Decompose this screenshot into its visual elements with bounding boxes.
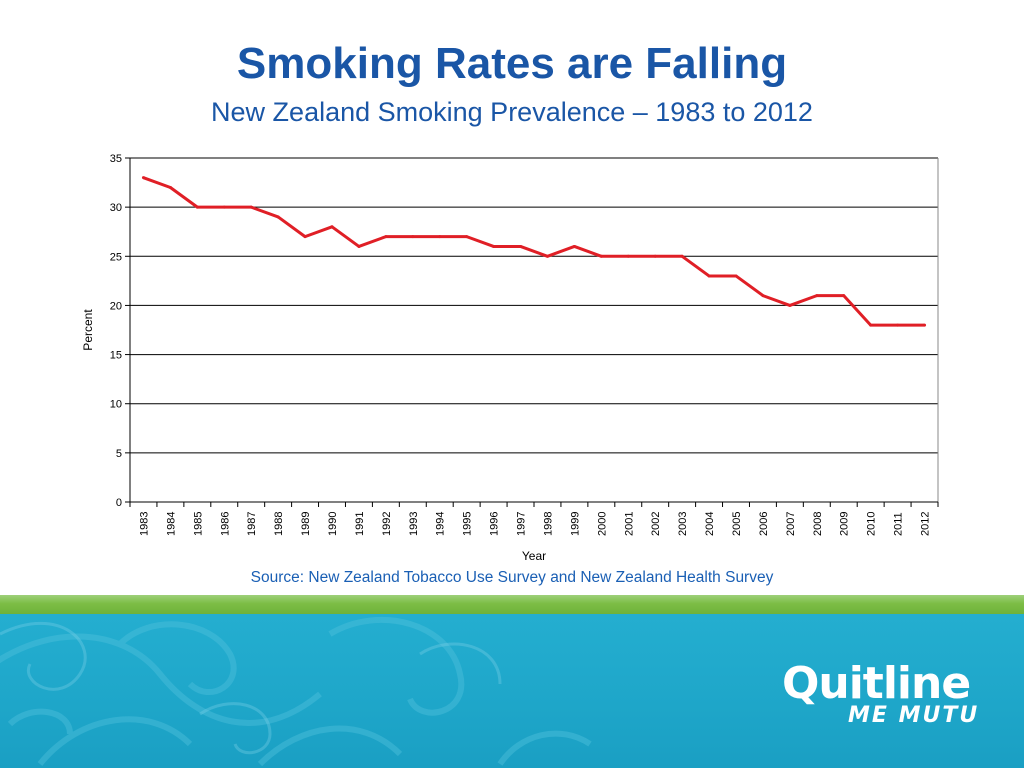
data-point: [680, 254, 684, 258]
data-point: [734, 274, 738, 278]
x-tick-label: 1985: [192, 512, 204, 536]
x-tick-label: 1983: [138, 512, 150, 536]
y-tick-label: 5: [116, 448, 122, 460]
data-point: [519, 244, 523, 248]
y-tick-label: 25: [110, 251, 122, 263]
data-point: [815, 294, 819, 298]
y-tick-label: 0: [116, 497, 122, 509]
y-tick-label: 15: [110, 350, 122, 362]
data-point: [141, 176, 145, 180]
data-point: [384, 235, 388, 239]
data-point: [195, 205, 199, 209]
data-point: [626, 254, 630, 258]
data-point: [842, 294, 846, 298]
data-point: [492, 244, 496, 248]
data-point: [923, 323, 927, 327]
data-point: [357, 244, 361, 248]
series-layer: [141, 176, 927, 327]
x-tick-label: 1995: [462, 512, 474, 536]
data-point: [869, 323, 873, 327]
x-tick-label: 2009: [839, 512, 851, 536]
x-tick-label: 2002: [650, 512, 662, 536]
quitline-logo: Quitline ME MUTU: [782, 660, 982, 740]
data-point: [411, 235, 415, 239]
x-tick-label: 1984: [165, 512, 177, 536]
x-tick-label: 1993: [408, 512, 420, 536]
x-tick-label: 1989: [300, 512, 312, 536]
source-note: Source: New Zealand Tobacco Use Survey a…: [250, 569, 774, 586]
x-tick-label: 2006: [758, 512, 770, 536]
data-point: [707, 274, 711, 278]
data-point: [545, 254, 549, 258]
x-tick-label: 1998: [542, 512, 554, 536]
x-tick-label: 2008: [812, 512, 824, 536]
x-tick-label: 2001: [623, 512, 635, 536]
data-point: [599, 254, 603, 258]
data-point: [168, 185, 172, 189]
series-line: [142, 176, 925, 327]
x-tick-label: 1991: [354, 512, 366, 536]
y-tick-label: 10: [110, 399, 122, 411]
data-point: [438, 235, 442, 239]
data-point: [572, 244, 576, 248]
data-point: [249, 205, 253, 209]
x-tick-label: 2000: [596, 512, 608, 536]
x-tick-label: 2010: [866, 512, 878, 536]
x-tick-label: 2005: [731, 512, 743, 536]
koru-pattern: [0, 617, 592, 767]
x-tick-label: 1987: [246, 512, 258, 536]
y-tick-label: 35: [110, 153, 122, 165]
gridlines: [130, 157, 938, 503]
x-tick-label: 1997: [516, 512, 528, 536]
x-tick-label: 2011: [893, 512, 905, 536]
data-point: [276, 215, 280, 219]
data-point: [788, 303, 792, 307]
x-tick-label: 1988: [273, 512, 285, 536]
data-point: [330, 225, 334, 229]
logo-tagline: ME MUTU: [848, 703, 980, 728]
x-tick-label: 2012: [920, 512, 932, 536]
x-tick-label: 2007: [785, 512, 797, 536]
data-point: [653, 254, 657, 258]
teal-band: [0, 614, 1024, 768]
x-tick-label: 1996: [489, 512, 501, 536]
axes: 0 5 10 15 20 25 30 35 1983 1984 1985 1986 1987 1988 19…: [110, 153, 939, 536]
x-tick-label: 1986: [219, 512, 231, 536]
data-point: [303, 235, 307, 239]
x-tick-label: 1994: [435, 512, 447, 536]
logo-wordmark: Quitline: [782, 658, 971, 709]
x-tick-label: 2004: [704, 512, 716, 536]
data-point: [465, 235, 469, 239]
data-point: [222, 205, 226, 209]
y-axis-label: Percent: [81, 309, 95, 351]
green-band: [0, 595, 1024, 614]
x-tick-label: 1990: [327, 512, 339, 536]
x-tick-label: 1992: [381, 512, 393, 536]
x-axis-label: Year: [522, 549, 546, 563]
x-tick-label: 2003: [677, 512, 689, 536]
slide-subtitle: New Zealand Smoking Prevalence – 1983 to…: [211, 97, 813, 127]
data-point: [896, 323, 900, 327]
data-point: [761, 294, 765, 298]
slide-title: Smoking Rates are Falling: [236, 39, 788, 88]
y-tick-label: 30: [110, 202, 122, 214]
line-chart: 0 5 10 15 20 25 30 35 1983 1984 1985 1986 1987 1988 19…: [81, 153, 939, 563]
x-tick-label: 1999: [569, 512, 581, 536]
y-tick-label: 20: [110, 300, 122, 312]
